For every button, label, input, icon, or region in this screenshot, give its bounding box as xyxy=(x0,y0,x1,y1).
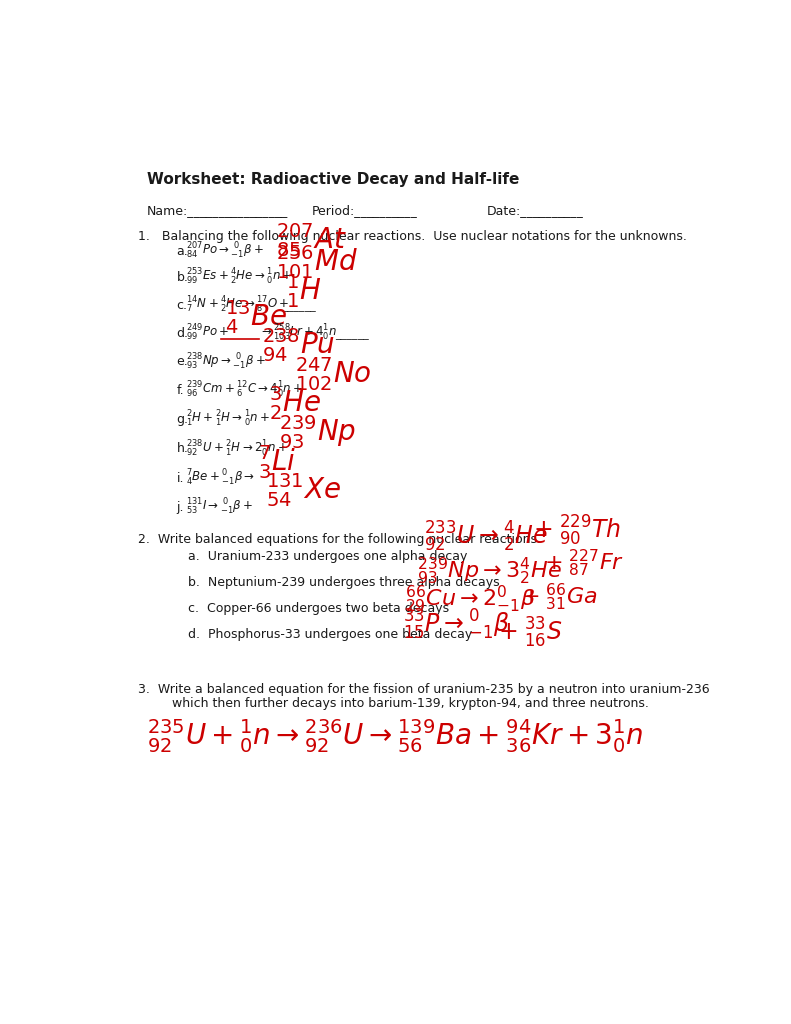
Text: $^{238}_{94}Pu$: $^{238}_{94}Pu$ xyxy=(262,326,335,364)
Text: c.: c. xyxy=(176,299,187,312)
Text: 1.   Balancing the following nuclear reactions.  Use nuclear notations for the u: 1. Balancing the following nuclear react… xyxy=(138,230,687,243)
Text: a.: a. xyxy=(176,245,188,258)
Text: $+\;^{227}_{87}Fr$: $+\;^{227}_{87}Fr$ xyxy=(544,548,625,579)
Text: Period:__________: Period:__________ xyxy=(312,204,418,217)
Text: $^{253}_{99}Es+^{4}_{2}He\rightarrow^{1}_{0}n+$: $^{253}_{99}Es+^{4}_{2}He\rightarrow^{1}… xyxy=(187,267,293,287)
Text: $^{14}_{7}N+^{4}_{2}He\rightarrow^{17}_{8}O+$: $^{14}_{7}N+^{4}_{2}He\rightarrow^{17}_{… xyxy=(187,295,290,315)
Text: d.  Phosphorus-33 undergoes one beta decay: d. Phosphorus-33 undergoes one beta deca… xyxy=(188,628,472,641)
Text: $^{238}_{93}Np\rightarrow^{\;0}_{-1}\beta +$: $^{238}_{93}Np\rightarrow^{\;0}_{-1}\bet… xyxy=(187,351,267,372)
Text: 3.  Write a balanced equation for the fission of uranium-235 by a neutron into u: 3. Write a balanced equation for the fis… xyxy=(138,683,710,695)
Text: ______: ______ xyxy=(335,330,369,340)
Text: 2.  Write balanced equations for the following nuclear reactions.: 2. Write balanced equations for the foll… xyxy=(138,532,540,546)
Text: $^{3}_{2}He$: $^{3}_{2}He$ xyxy=(270,384,321,422)
Text: c.  Copper-66 undergoes two beta decays: c. Copper-66 undergoes two beta decays xyxy=(188,602,449,614)
Text: $^{249}_{99}Po+$: $^{249}_{99}Po+$ xyxy=(187,323,230,343)
Text: Name:________________: Name:________________ xyxy=(147,204,288,217)
Text: f.: f. xyxy=(176,384,184,397)
Text: $^{66}_{29}Cu\rightarrow2^{0}_{-1}\beta$: $^{66}_{29}Cu\rightarrow2^{0}_{-1}\beta$ xyxy=(405,584,536,615)
Text: $^{131}_{53}I\rightarrow^{\;0}_{-1}\beta +$: $^{131}_{53}I\rightarrow^{\;0}_{-1}\beta… xyxy=(187,497,254,517)
Text: b.  Neptunium-239 undergoes three alpha decays: b. Neptunium-239 undergoes three alpha d… xyxy=(188,575,500,589)
Text: $^{7}_{4}Be+^{0}_{-1}\beta \rightarrow$: $^{7}_{4}Be+^{0}_{-1}\beta \rightarrow$ xyxy=(187,468,255,487)
Text: $^{256}_{101}Md$: $^{256}_{101}Md$ xyxy=(275,244,358,282)
Text: which then further decays into barium-139, krypton-94, and three neutrons.: which then further decays into barium-13… xyxy=(152,696,649,710)
Text: $^{247}_{102}No$: $^{247}_{102}No$ xyxy=(295,355,372,393)
Text: $^{207}_{85}At$: $^{207}_{85}At$ xyxy=(275,221,346,259)
Text: b.: b. xyxy=(176,270,188,284)
Text: $^{131}_{54}Xe$: $^{131}_{54}Xe$ xyxy=(266,471,340,509)
Text: $+\;^{33}_{16}S$: $+\;^{33}_{16}S$ xyxy=(498,616,562,650)
Text: $^{239}_{93}Np\rightarrow3^{4}_{2}He$: $^{239}_{93}Np\rightarrow3^{4}_{2}He$ xyxy=(417,556,562,587)
Text: i.: i. xyxy=(176,472,184,484)
Text: $^{1}_{1}H$: $^{1}_{1}H$ xyxy=(286,272,322,310)
Text: Worksheet: Radioactive Decay and Half-life: Worksheet: Radioactive Decay and Half-li… xyxy=(147,172,520,187)
Text: $^{235}_{92}U+^{1}_{0}n\rightarrow^{236}_{92}U\rightarrow^{139}_{56}Ba+^{94}_{36: $^{235}_{92}U+^{1}_{0}n\rightarrow^{236}… xyxy=(147,717,644,755)
Text: $^{7}_{3}Li$: $^{7}_{3}Li$ xyxy=(258,443,296,481)
Text: Date:__________: Date:__________ xyxy=(486,204,583,217)
Text: $^{239}_{96}Cm+^{12}_{6}C\rightarrow4^{1}_{0}n+$: $^{239}_{96}Cm+^{12}_{6}C\rightarrow4^{1… xyxy=(187,380,304,400)
Text: $^{207}_{84}Po\rightarrow^{\;0}_{-1}\beta +$: $^{207}_{84}Po\rightarrow^{\;0}_{-1}\bet… xyxy=(187,241,264,261)
Text: $^{2}_{1}H+^{2}_{1}H\rightarrow^{1}_{0}n+$: $^{2}_{1}H+^{2}_{1}H\rightarrow^{1}_{0}n… xyxy=(187,410,271,429)
Text: ______: ______ xyxy=(282,302,316,312)
Text: $^{239}_{93}Np$: $^{239}_{93}Np$ xyxy=(278,413,356,451)
Text: $+\;^{229}_{90}Th$: $+\;^{229}_{90}Th$ xyxy=(533,514,621,548)
Text: e.: e. xyxy=(176,355,188,369)
Text: $+\;^{66}_{31}Ga$: $+\;^{66}_{31}Ga$ xyxy=(521,582,598,613)
Text: $\rightarrow^{258}_{103}Lr+4^{1}_{0}n$: $\rightarrow^{258}_{103}Lr+4^{1}_{0}n$ xyxy=(259,323,338,343)
Text: a.  Uranium-233 undergoes one alpha decay: a. Uranium-233 undergoes one alpha decay xyxy=(188,550,467,563)
Text: $^{13}_{4}Be$: $^{13}_{4}Be$ xyxy=(225,298,288,336)
Text: $^{233}_{92}U\rightarrow^{4}_{2}He$: $^{233}_{92}U\rightarrow^{4}_{2}He$ xyxy=(425,520,548,554)
Text: h.: h. xyxy=(176,442,188,456)
Text: d.: d. xyxy=(176,327,188,340)
Text: g.: g. xyxy=(176,413,188,426)
Text: $^{33}_{15}P\rightarrow^{0}_{-1}\beta$: $^{33}_{15}P\rightarrow^{0}_{-1}\beta$ xyxy=(403,608,509,642)
Text: $^{238}_{92}U+^{2}_{1}H\rightarrow2^{1}_{0}n+$: $^{238}_{92}U+^{2}_{1}H\rightarrow2^{1}_… xyxy=(187,438,288,459)
Text: j.: j. xyxy=(176,501,184,514)
